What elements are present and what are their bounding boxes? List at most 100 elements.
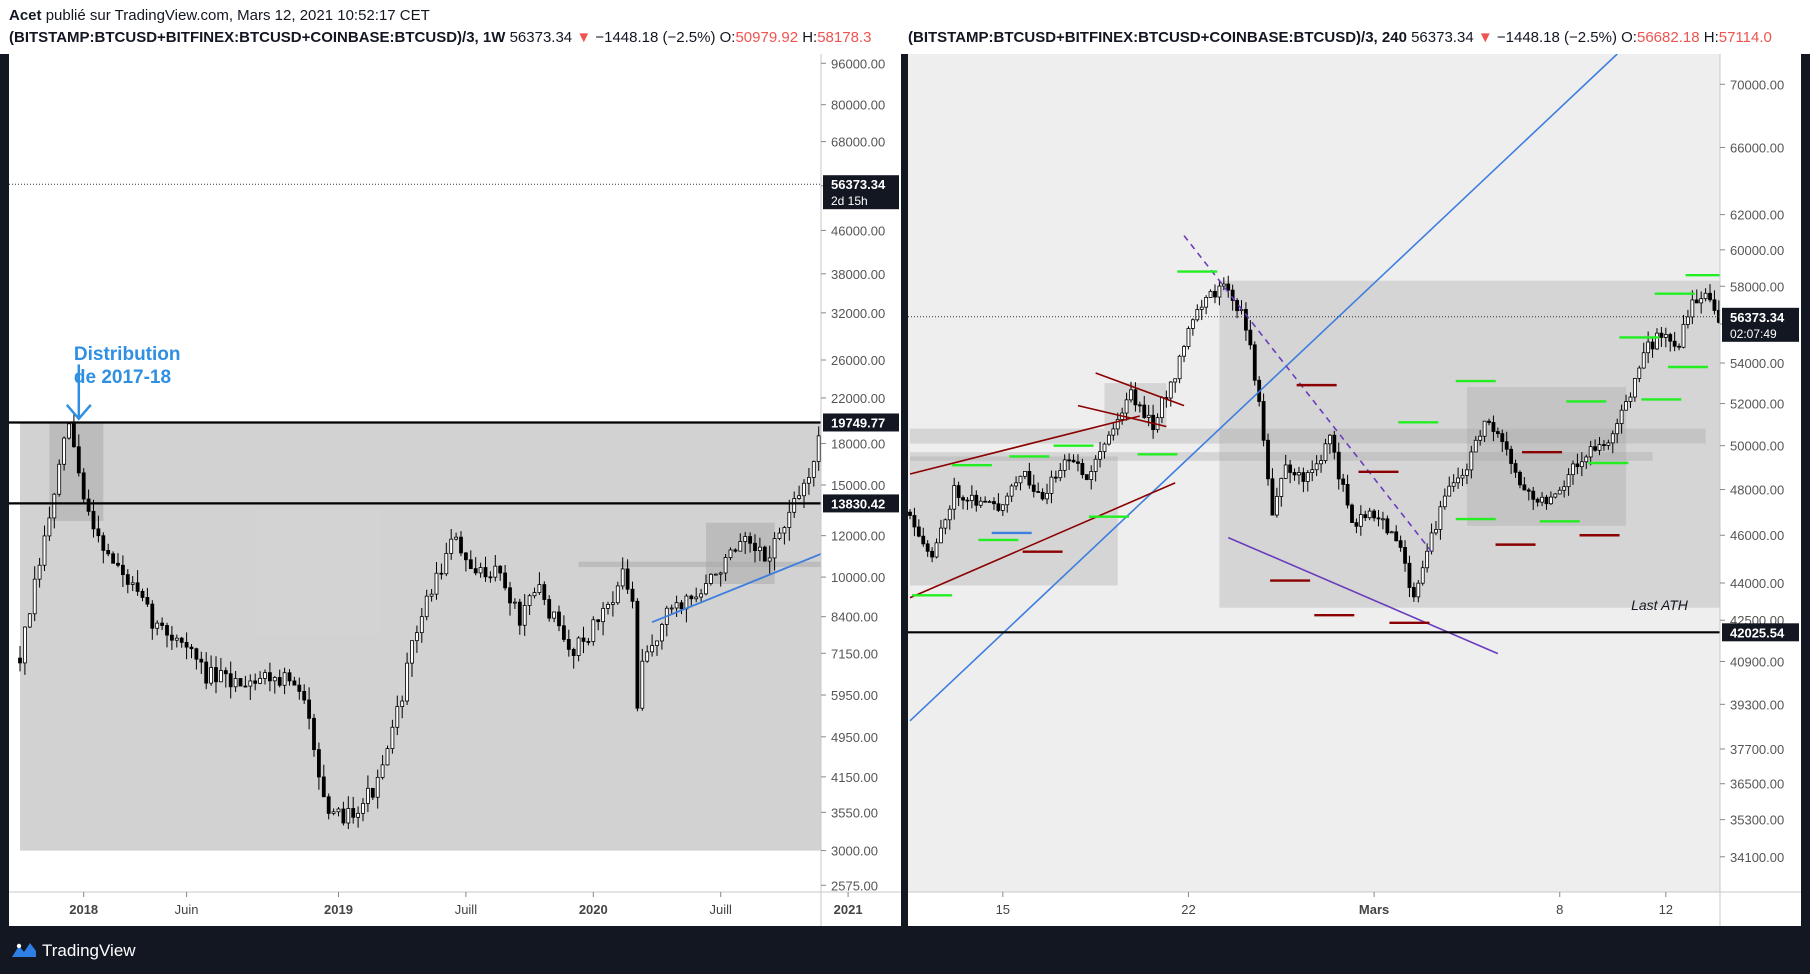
candle-body [1553,493,1558,498]
candle [1588,440,1593,466]
candle [930,547,935,563]
open-value: 56682.18 [1636,29,1700,46]
candle [925,540,930,557]
candle [204,652,209,690]
candle-body [1027,470,1032,486]
candle [952,477,957,520]
candle-body [27,613,32,628]
candle-body [816,435,821,462]
candle [405,652,410,705]
trend-line [1077,404,1167,428]
candle-body [400,700,405,707]
candle-body [908,511,912,516]
trend-line [1183,235,1433,553]
candle-body [1274,496,1279,516]
candle-body [811,461,816,478]
price-label-bg [823,413,899,432]
candle [454,532,459,541]
symbol-name[interactable]: (BITSTAMP:BTCUSD+BITFINEX:BTCUSD+COINBAS… [908,29,1407,46]
candle-body [1310,469,1315,473]
x-tick-label: 2021 [834,902,863,917]
candle-body [1495,431,1500,434]
candle-body [76,446,81,474]
y-tick-label: 66000.00 [1730,140,1784,155]
candle-body [1040,491,1045,500]
candle [473,557,478,576]
candle-body [1668,334,1673,342]
candle-body [1230,289,1235,301]
candle [581,626,586,654]
candle [1482,420,1487,442]
candle-body [1160,397,1164,419]
candle-body [689,595,694,600]
candle-body [253,680,258,684]
candle-body [974,494,979,506]
candle-body [145,597,150,605]
candle [1076,454,1080,472]
candle-body [1146,414,1151,418]
candle [674,595,679,618]
y-tick-label: 52000.00 [1730,397,1784,412]
candle [1049,470,1054,504]
candle-body [1703,292,1708,300]
candle [37,557,42,588]
candle-body [424,595,429,618]
candle-body [1579,461,1584,468]
candle-body [1385,518,1390,534]
candle [292,676,297,686]
price-label-bg [1722,307,1799,342]
candle-body [733,549,738,552]
candle-body [1456,477,1460,484]
h4-chart-panel[interactable]: Last ATH 34100.00 35300.00 36500.00 37700.00… [908,53,1801,926]
candle-body [777,532,782,539]
candle [1703,288,1708,302]
candle [493,555,498,582]
candle-body [209,667,214,684]
candle-body [1606,442,1611,446]
candle-body [62,437,66,465]
candle [1177,354,1182,384]
candle-body [939,527,943,544]
candle [96,515,101,543]
author-name[interactable]: Acet [9,7,42,24]
candle [508,581,512,616]
candle [620,557,625,590]
price-label: 19749.77 [823,413,899,432]
y-tick-label: 26000.00 [831,353,885,368]
candle-body [956,485,961,499]
candle [1416,580,1421,603]
candle [1098,441,1102,468]
candle-body [468,559,473,570]
candle-body [81,472,86,500]
candle [635,598,640,712]
y-tick-label: 4950.00 [831,730,878,745]
y-tick-label: 12000.00 [831,529,885,544]
y-tick-label: 3000.00 [831,844,878,859]
candle [22,626,27,675]
candle-body [218,670,223,683]
candle [939,519,943,544]
candle-body [1381,518,1385,521]
tradingview-brand[interactable]: TradingView [42,941,136,960]
candle-body [1045,492,1049,500]
y-tick-label: 96000.00 [831,56,885,71]
candle-body [1500,433,1505,443]
tradingview-logo-icon[interactable] [10,940,38,960]
trend-line [1227,536,1499,655]
last-price: 56373.34 [509,29,573,46]
candle [689,594,694,606]
candle-body [1005,495,1010,506]
candle-body [645,651,650,662]
candle [1694,289,1699,304]
y-tick-label: 40900.00 [1730,654,1784,669]
symbol-name[interactable]: (BITSTAMP:BTCUSD+BITFINEX:BTCUSD+COINBAS… [9,29,506,46]
candle-body [1354,522,1359,527]
y-tick-label: 50000.00 [1730,439,1784,454]
candle-body [1248,329,1253,346]
zones [20,422,821,851]
candle-body [1513,463,1518,473]
candle [1354,518,1359,534]
candle-body [537,584,542,593]
candle-body [996,503,1001,511]
